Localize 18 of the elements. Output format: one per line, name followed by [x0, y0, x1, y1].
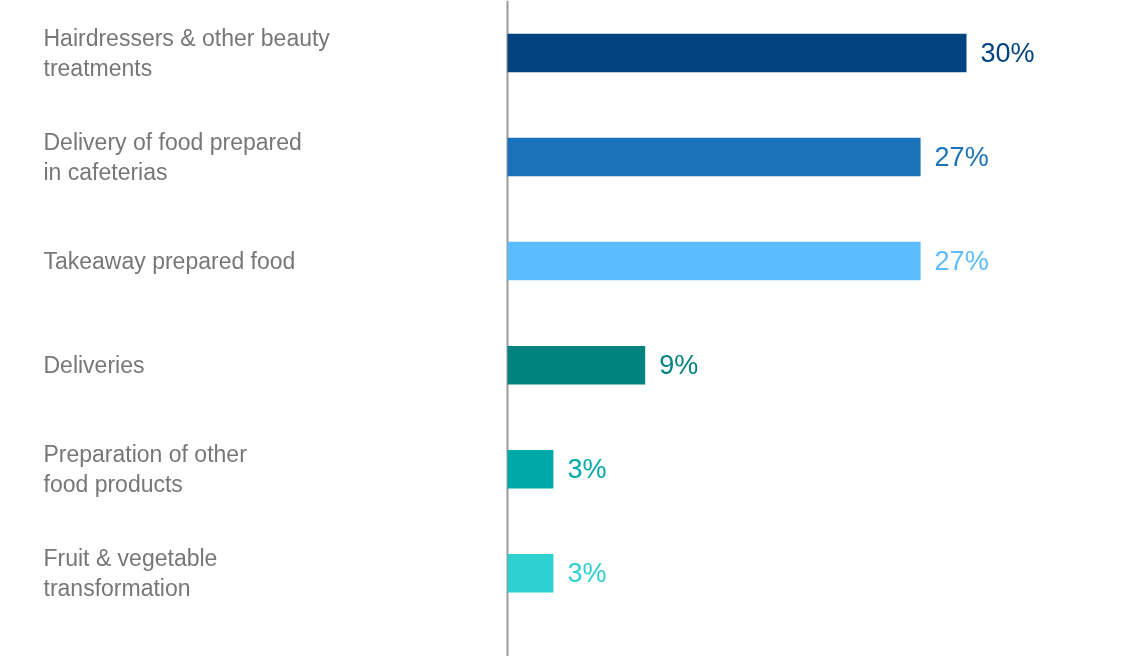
data-label: 27%	[934, 246, 989, 277]
bar	[507, 33, 967, 73]
y-tick-label: Fruit & vegetable transformation	[43, 545, 218, 602]
bar	[507, 449, 554, 489]
y-tick-label: Takeaway prepared food	[43, 248, 296, 275]
bar	[507, 554, 554, 593]
data-label: 30%	[980, 37, 1035, 68]
y-tick-label: Hairdressers & other beauty treatments	[43, 25, 331, 81]
data-label: 27%	[934, 142, 989, 173]
y-tick-label: Preparation of other food products	[43, 441, 248, 498]
y-tick-label: Delivery of food prepared in cafeterias	[43, 129, 302, 185]
data-label: 3%	[567, 454, 607, 485]
bar	[507, 345, 646, 385]
bar	[507, 137, 921, 177]
bar	[507, 241, 921, 281]
y-tick-label: Deliveries	[43, 352, 145, 379]
data-label: 3%	[567, 558, 607, 589]
data-label: 9%	[659, 350, 699, 381]
